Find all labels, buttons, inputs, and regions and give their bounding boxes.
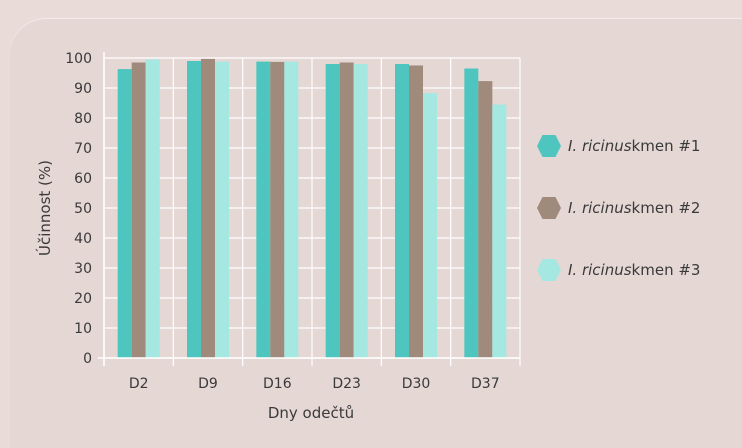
bar: [270, 61, 285, 359]
legend-label-italic: I. ricinus: [568, 261, 632, 279]
bar: [117, 69, 132, 358]
legend-label-rest: kmen #3: [631, 261, 701, 279]
y-tick-label: 30: [74, 261, 92, 277]
legend-label-italic: I. ricinus: [568, 199, 632, 217]
y-tick-labels: 0 10 20 30 40 50 60 70 80 90 100: [65, 51, 92, 367]
bar: [187, 61, 201, 358]
legend-item-series-3: I. ricinus kmen #3: [536, 258, 700, 282]
bar: [339, 62, 354, 358]
bar: [256, 61, 271, 358]
y-tick-label: 0: [83, 351, 92, 367]
legend-item-series-2: I. ricinus kmen #2: [536, 196, 700, 220]
bar: [478, 81, 493, 358]
x-tick-label: D16: [263, 376, 292, 392]
bar: [492, 104, 507, 358]
gridlines: [103, 57, 521, 366]
y-axis-label: Účinnost (%): [35, 160, 54, 256]
bar: [325, 64, 340, 358]
bar: [201, 58, 215, 359]
bar: [464, 68, 479, 358]
bar: [395, 64, 409, 358]
y-tick-label: 90: [74, 81, 92, 97]
y-tick-label: 80: [74, 111, 92, 127]
legend-label-rest: kmen #1: [631, 137, 701, 155]
x-tick-labels: D2 D9 D16 D23 D30 D37: [129, 376, 500, 392]
bars: [117, 58, 507, 359]
legend-item-series-1: I. ricinus kmen #1: [536, 134, 700, 158]
x-tick-label: D9: [198, 376, 218, 392]
hexagon-icon: [537, 197, 561, 219]
y-tick-label: 40: [74, 231, 92, 247]
bar: [145, 59, 160, 358]
x-tick-label: D37: [471, 376, 500, 392]
bar: [284, 61, 299, 358]
bar: [353, 64, 368, 358]
bar: [215, 61, 229, 358]
axes: [98, 52, 520, 366]
legend-label-italic: I. ricinus: [568, 137, 632, 155]
y-tick-label: 10: [74, 321, 92, 337]
hexagon-icon: [537, 259, 561, 281]
y-tick-label: 100: [65, 51, 92, 67]
bar: [409, 65, 423, 358]
y-tick-label: 60: [74, 171, 92, 187]
x-tick-label: D30: [402, 376, 431, 392]
x-tick-label: D2: [129, 376, 149, 392]
x-tick-label: D23: [332, 376, 361, 392]
legend-label-rest: kmen #2: [631, 199, 701, 217]
y-tick-label: 70: [74, 141, 92, 157]
bar: [131, 62, 146, 358]
x-axis-label: Dny odečtů: [268, 404, 354, 422]
bar: [423, 93, 437, 358]
hexagon-icon: [537, 135, 561, 157]
y-tick-label: 20: [74, 291, 92, 307]
y-tick-label: 50: [74, 201, 92, 217]
